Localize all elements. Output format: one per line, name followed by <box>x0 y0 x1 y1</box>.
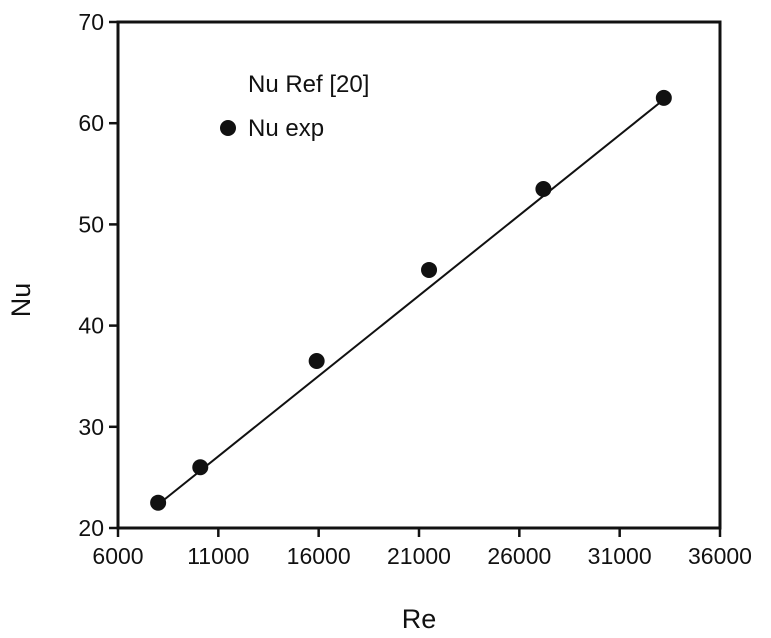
x-tick-label: 26000 <box>487 543 551 569</box>
x-tick-label: 11000 <box>187 543 249 569</box>
plot-area <box>116 20 722 530</box>
data-point-nu-exp <box>535 180 552 197</box>
data-point-nu-exp <box>655 89 672 106</box>
x-tick-label: 31000 <box>588 543 652 569</box>
x-axis-title: Re <box>402 604 437 634</box>
legend-label-nu-exp: Nu exp <box>248 115 324 142</box>
series-line-nu-ref <box>153 97 667 509</box>
x-tick-label: 6000 <box>92 543 143 569</box>
plot-frame <box>116 20 722 530</box>
data-point-nu-exp <box>192 459 209 476</box>
x-tick-label: 21000 <box>387 543 451 569</box>
y-tick-label: 50 <box>78 211 104 237</box>
x-tick-label: 16000 <box>287 543 351 569</box>
x-tick-label: 36000 <box>688 543 752 569</box>
data-point-nu-exp <box>308 353 325 370</box>
legend-label-nu-ref: Nu Ref [20] <box>248 71 369 98</box>
data-point-nu-exp <box>421 261 438 278</box>
y-tick-label: 30 <box>78 414 104 440</box>
legend-marker-nu-exp <box>220 120 236 136</box>
y-tick-label: 20 <box>78 515 104 541</box>
axis-ticks: 6000 11000 16000 21000 26000 31000 36000 20 30 40… <box>78 9 752 569</box>
y-tick-label: 70 <box>78 9 104 35</box>
data-point-nu-exp <box>150 494 167 511</box>
y-tick-label: 60 <box>78 110 104 136</box>
legend: Nu Ref [20] Nu exp <box>220 71 369 142</box>
series-layer <box>150 89 672 511</box>
y-axis-title: Nu <box>6 283 36 318</box>
y-tick-label: 40 <box>78 313 104 339</box>
